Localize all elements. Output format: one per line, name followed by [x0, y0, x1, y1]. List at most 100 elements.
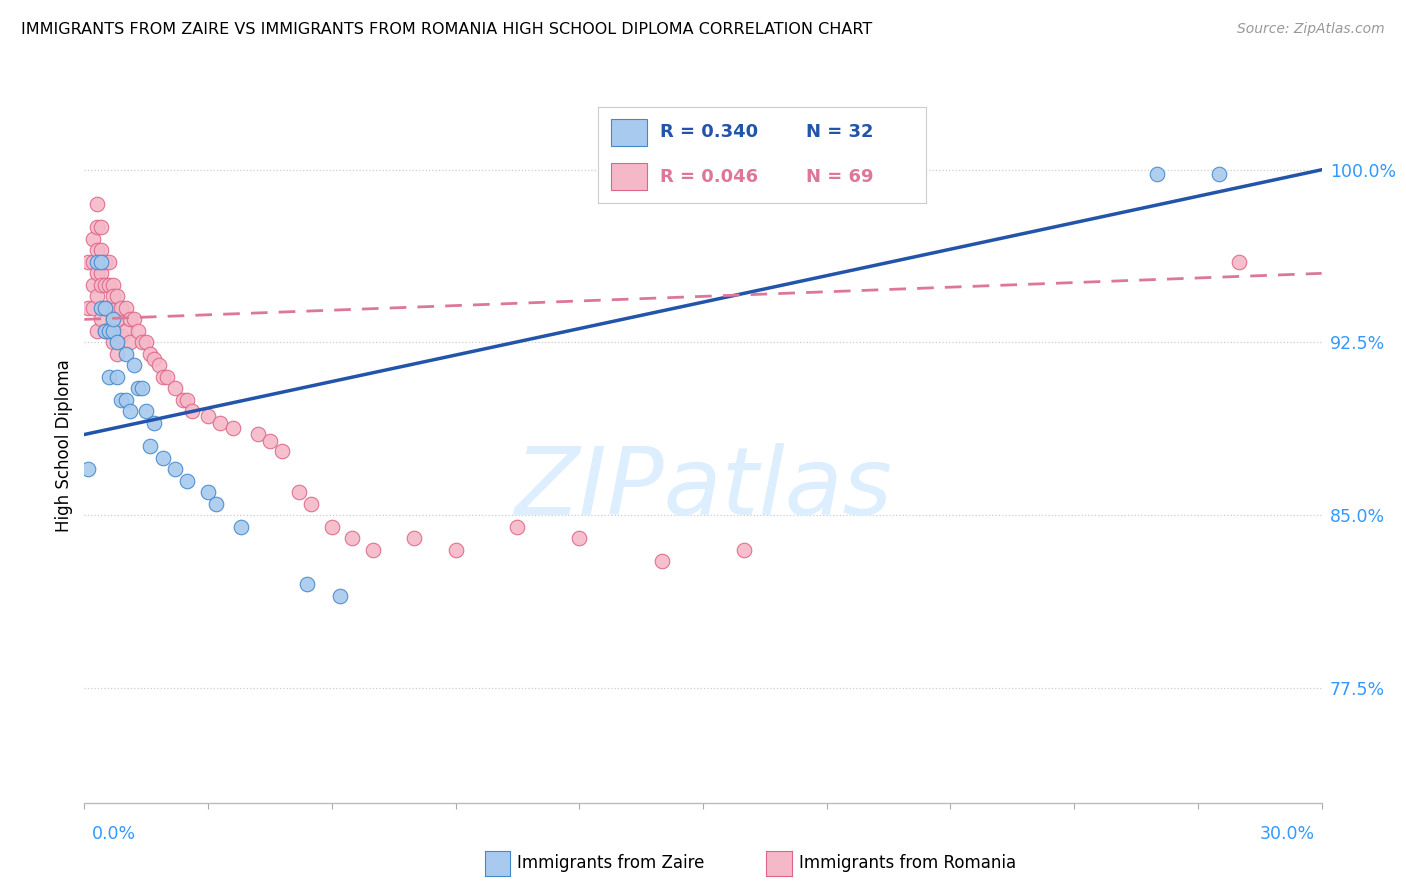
Point: [90, 244, 112, 258]
Point: [152, 450, 174, 465]
Point: [197, 409, 219, 423]
Point: [135, 404, 157, 418]
Point: [295, 577, 318, 591]
Point: [86, 324, 108, 338]
Point: [103, 277, 125, 292]
Point: [94, 324, 117, 338]
Point: [90, 277, 112, 292]
Point: [114, 392, 136, 407]
Point: [1227, 255, 1250, 269]
Point: [205, 497, 228, 511]
Point: [98, 255, 121, 269]
Point: [118, 312, 141, 326]
Point: [118, 335, 141, 350]
Point: [98, 277, 121, 292]
Point: [110, 392, 132, 407]
Point: [82, 301, 104, 315]
Point: [105, 312, 128, 326]
Point: [90, 301, 112, 315]
Point: [506, 519, 529, 533]
Point: [94, 255, 117, 269]
Point: [209, 416, 232, 430]
Point: [77, 301, 100, 315]
Point: [135, 335, 157, 350]
Point: [114, 324, 136, 338]
Point: [1146, 167, 1168, 181]
Point: [118, 404, 141, 418]
Y-axis label: High School Diploma: High School Diploma: [55, 359, 73, 533]
Point: [90, 312, 112, 326]
Text: IMMIGRANTS FROM ZAIRE VS IMMIGRANTS FROM ROMANIA HIGH SCHOOL DIPLOMA CORRELATION: IMMIGRANTS FROM ZAIRE VS IMMIGRANTS FROM…: [21, 22, 872, 37]
Point: [86, 289, 108, 303]
Text: Source: ZipAtlas.com: Source: ZipAtlas.com: [1237, 22, 1385, 37]
Point: [103, 324, 125, 338]
Point: [90, 220, 112, 235]
Text: Immigrants from Zaire: Immigrants from Zaire: [517, 855, 704, 872]
Point: [98, 324, 121, 338]
Point: [103, 335, 125, 350]
Point: [131, 335, 153, 350]
Point: [114, 347, 136, 361]
Point: [229, 519, 252, 533]
Point: [122, 359, 145, 373]
Point: [127, 324, 149, 338]
Point: [90, 255, 112, 269]
Point: [651, 554, 673, 568]
Point: [1208, 167, 1230, 181]
Point: [148, 359, 170, 373]
Point: [259, 434, 281, 449]
Point: [105, 335, 128, 350]
Point: [82, 277, 104, 292]
Point: [77, 462, 100, 476]
Point: [139, 347, 162, 361]
Point: [110, 328, 132, 343]
Point: [103, 289, 125, 303]
Point: [114, 301, 136, 315]
Point: [86, 255, 108, 269]
Point: [329, 589, 352, 603]
Point: [86, 220, 108, 235]
Point: [288, 485, 311, 500]
Text: Immigrants from Romania: Immigrants from Romania: [799, 855, 1015, 872]
Point: [86, 197, 108, 211]
Point: [82, 255, 104, 269]
Point: [733, 542, 755, 557]
Point: [321, 519, 343, 533]
Point: [139, 439, 162, 453]
Point: [94, 301, 117, 315]
Point: [110, 301, 132, 315]
Point: [246, 427, 269, 442]
Point: [105, 370, 128, 384]
Point: [444, 542, 467, 557]
Point: [176, 392, 198, 407]
Point: [404, 531, 426, 545]
Point: [172, 392, 194, 407]
Point: [197, 485, 219, 500]
Point: [105, 347, 128, 361]
Point: [94, 277, 117, 292]
Point: [82, 232, 104, 246]
Point: [98, 324, 121, 338]
Point: [131, 381, 153, 395]
Point: [105, 289, 128, 303]
Point: [271, 443, 294, 458]
Point: [90, 266, 112, 280]
Point: [127, 381, 149, 395]
Point: [165, 381, 187, 395]
Point: [361, 542, 384, 557]
Point: [165, 462, 187, 476]
Point: [176, 474, 198, 488]
Point: [152, 370, 174, 384]
Point: [180, 404, 202, 418]
Point: [342, 531, 364, 545]
Point: [222, 420, 245, 434]
Point: [299, 497, 322, 511]
Point: [94, 324, 117, 338]
Point: [98, 301, 121, 315]
Point: [86, 266, 108, 280]
Point: [143, 416, 166, 430]
Point: [77, 255, 100, 269]
Point: [143, 351, 166, 366]
Point: [94, 301, 117, 315]
Point: [103, 312, 125, 326]
